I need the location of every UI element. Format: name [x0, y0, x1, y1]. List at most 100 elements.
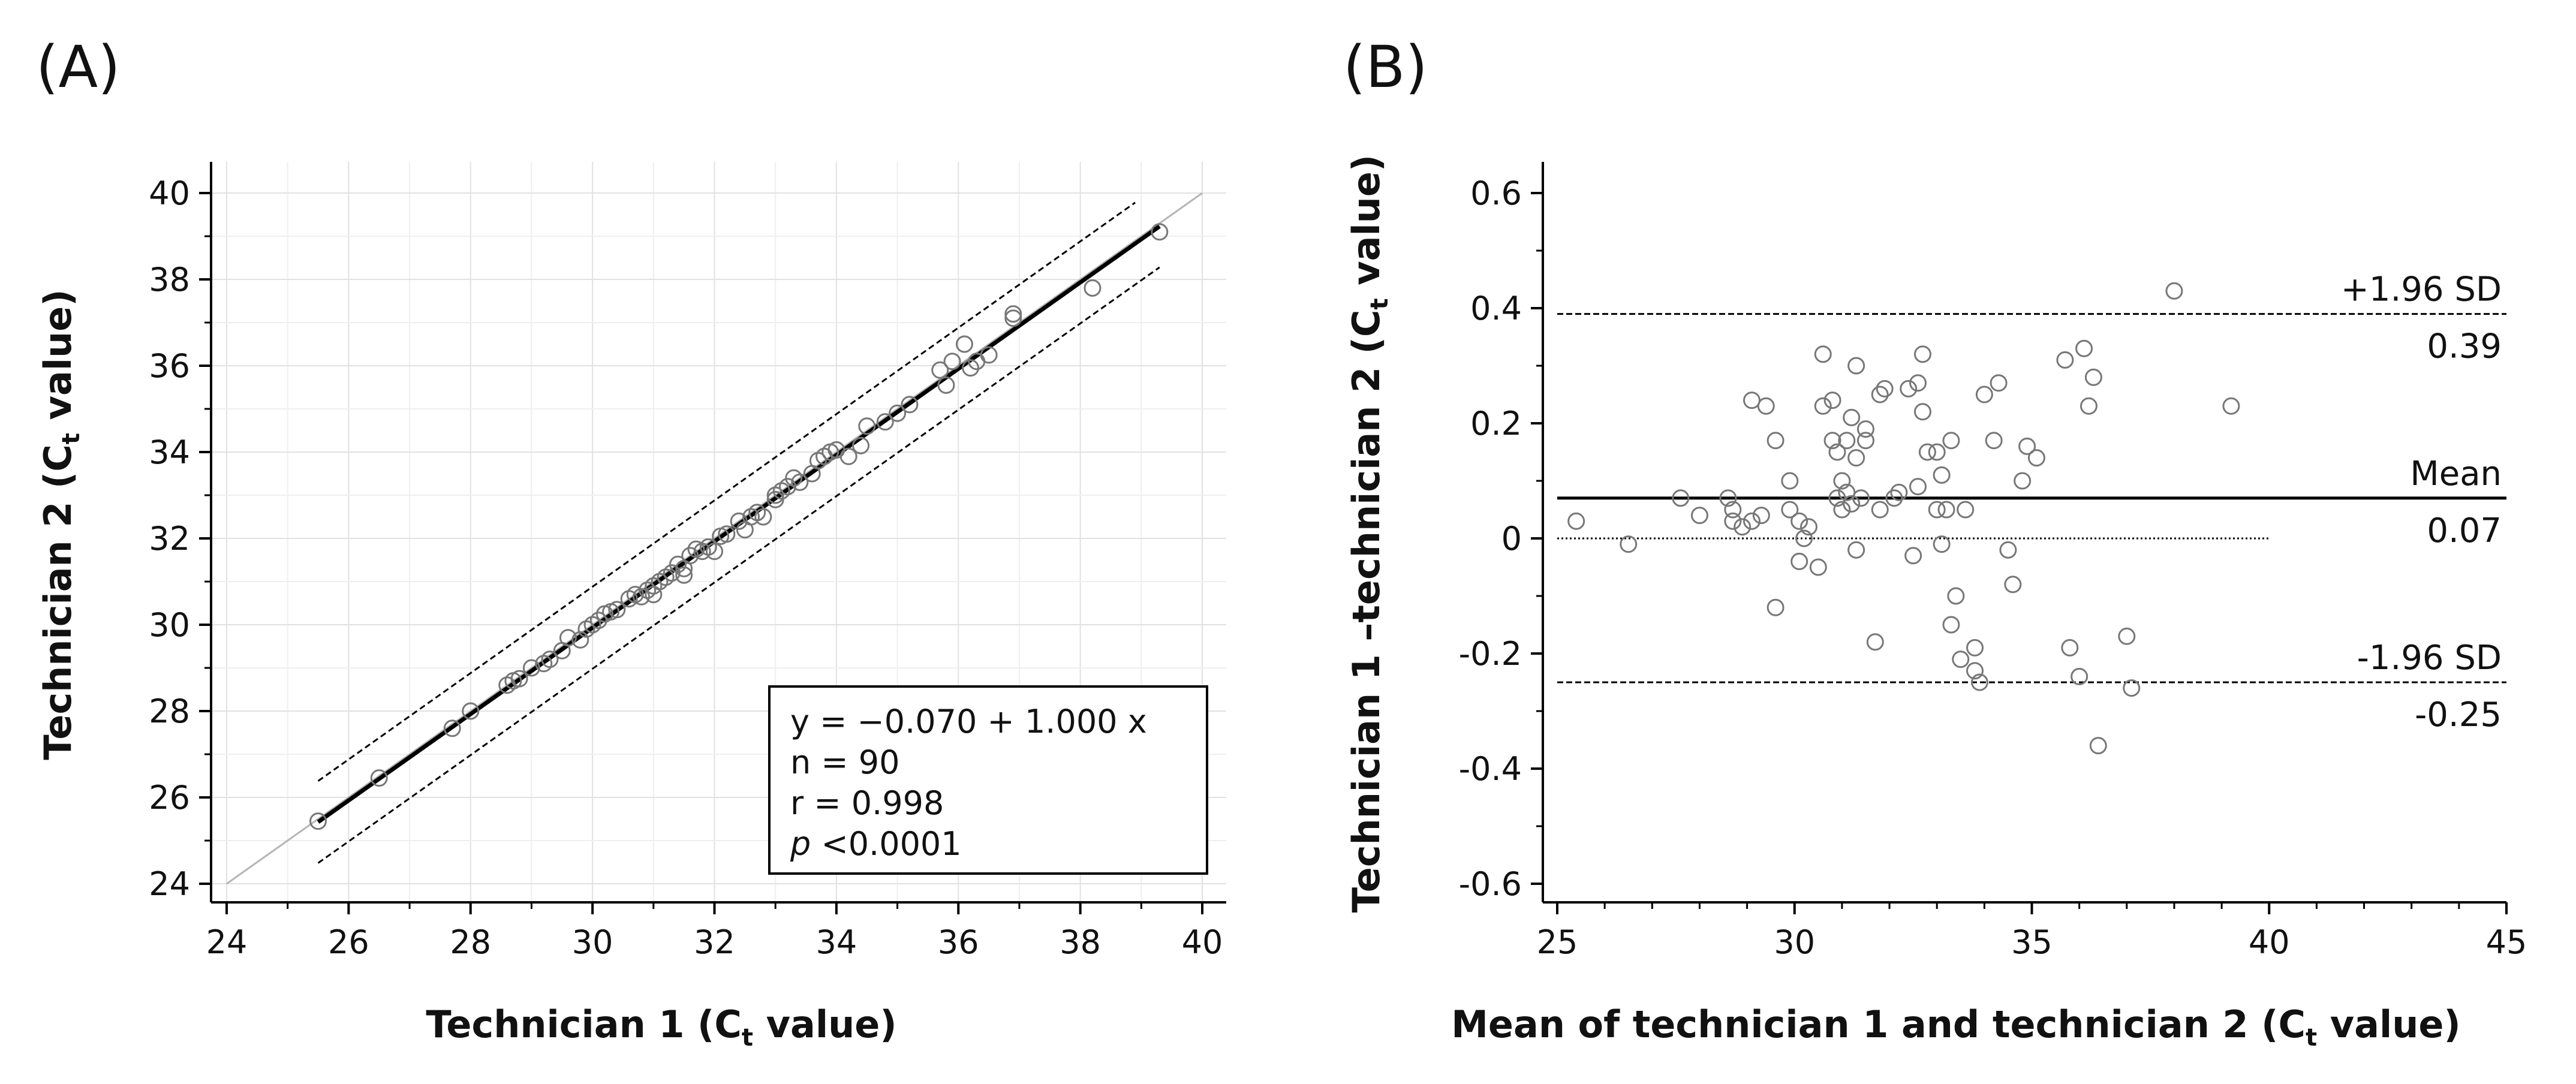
data-point [462, 702, 480, 720]
x-tick-label: 24 [206, 923, 248, 961]
panel-b-y-axis-title: Technician 1 –technician 2 (Ct value) [1344, 155, 1394, 913]
legend-n: n = 90 [790, 743, 900, 781]
legend-p: p <0.0001 [790, 825, 962, 863]
data-point [1909, 478, 1927, 496]
data-point [1724, 501, 1742, 519]
data-point [1909, 374, 1927, 392]
data-point [1928, 501, 1946, 519]
data-point [370, 769, 388, 787]
x-tick-label: 35 [2011, 923, 2053, 961]
x-tick-label: 32 [694, 923, 735, 961]
data-point [1719, 489, 1737, 507]
data-point [1781, 501, 1799, 519]
data-point [1838, 432, 1856, 450]
data-point [1871, 501, 1889, 519]
reference-line-value: -0.25 [2415, 695, 2502, 734]
data-point [2222, 397, 2240, 415]
data-point [2071, 667, 2089, 685]
panel-a-tick-labels: 24 26 28 30 32 34 36 38 40 24 26 28 30 32 34 36 38 40 [149, 174, 1223, 961]
y-tick-label: 30 [149, 606, 190, 644]
y-tick-label: 40 [149, 174, 190, 212]
data-point [2165, 282, 2183, 300]
data-point [1809, 558, 1827, 576]
data-point [1937, 501, 1955, 519]
y-tick-label: 32 [149, 520, 190, 558]
y-tick-label: 34 [149, 433, 190, 471]
data-point [1852, 489, 1870, 507]
panel-a-legend-box: y = −0.070 + 1.000 x n = 90 r = 0.998 p … [768, 685, 1208, 875]
panel-a-y-axis-title: Technician 2 (Ct value) [36, 289, 85, 760]
y-tick-label: 0.6 [1470, 174, 1522, 212]
data-point [1947, 587, 1965, 605]
data-point [681, 547, 699, 565]
data-point [2118, 627, 2136, 645]
data-point [608, 601, 626, 619]
data-point [1847, 357, 1865, 375]
data-point [2027, 449, 2045, 467]
panel-b-tick-labels: 25 30 35 40 45 -0.6 -0.4 -0.2 0 0.2 0.4 0.6 [1459, 174, 2527, 961]
legend-r: r = 0.998 [790, 784, 944, 822]
data-point [1672, 489, 1690, 507]
y-tick-label: 0 [1501, 520, 1522, 558]
data-point [937, 376, 955, 394]
data-point [2123, 679, 2141, 697]
panel-b-x-axis-title: Mean of technician 1 and technician 2 (C… [1451, 1002, 2461, 1052]
y-tick-label: 28 [149, 692, 190, 730]
data-point [2075, 339, 2093, 357]
data-point [1847, 449, 1865, 467]
x-tick-label: 28 [450, 923, 491, 961]
legend-box-frame [768, 685, 1208, 875]
data-point [1567, 512, 1585, 530]
data-point [1866, 633, 1884, 651]
x-tick-label: 45 [2486, 923, 2527, 961]
panel-b: (B) 25 30 35 40 45 -0.6 -0.4 -0.2 0 0.2 0.4 0.6 +1.… [1343, 34, 2527, 1052]
data-point [1843, 408, 1861, 426]
reference-line-value: 0.07 [2427, 511, 2502, 550]
data-point [1876, 380, 1894, 398]
panel-b-lines [1557, 313, 2506, 683]
data-point [1151, 223, 1169, 241]
data-point [1942, 616, 1960, 634]
data-point [1752, 507, 1770, 525]
data-point [779, 478, 797, 496]
panel-a-label: (A) [36, 34, 121, 101]
y-tick-label: -0.2 [1459, 635, 1522, 673]
data-point [2080, 397, 2097, 415]
data-point [1918, 443, 1936, 461]
data-point [1975, 386, 1993, 404]
data-point [1985, 432, 2003, 450]
data-point [675, 566, 693, 584]
data-point [931, 361, 949, 379]
data-point [1913, 403, 1931, 421]
reference-line-value: 0.39 [2427, 327, 2502, 366]
x-tick-label: 38 [1060, 923, 1101, 961]
data-point [1828, 443, 1846, 461]
y-tick-label: 24 [149, 865, 190, 903]
data-point [1990, 374, 2008, 392]
data-point [1833, 472, 1851, 490]
y-tick-label: 38 [149, 261, 190, 299]
data-point [839, 447, 857, 465]
data-point [1004, 305, 1022, 323]
data-point [559, 629, 577, 647]
data-point [1781, 472, 1799, 490]
data-point [1856, 432, 1874, 450]
data-point [1790, 512, 1808, 530]
data-point [1913, 345, 1931, 363]
x-tick-label: 30 [572, 923, 613, 961]
data-point [1933, 535, 1951, 553]
data-point [766, 490, 784, 508]
data-point [980, 346, 998, 364]
data-point [1966, 639, 1984, 657]
data-point [1620, 535, 1638, 553]
panel-a-points [309, 223, 1169, 830]
data-point [1743, 512, 1761, 530]
reference-line-name: -1.96 SD [2357, 639, 2502, 678]
panel-a-x-axis-title: Technician 1 (Ct value) [426, 1002, 896, 1052]
data-point [1743, 392, 1761, 409]
data-point [1823, 432, 1841, 450]
x-tick-label: 34 [816, 923, 857, 961]
data-point [1900, 380, 1918, 398]
data-point [571, 631, 589, 649]
